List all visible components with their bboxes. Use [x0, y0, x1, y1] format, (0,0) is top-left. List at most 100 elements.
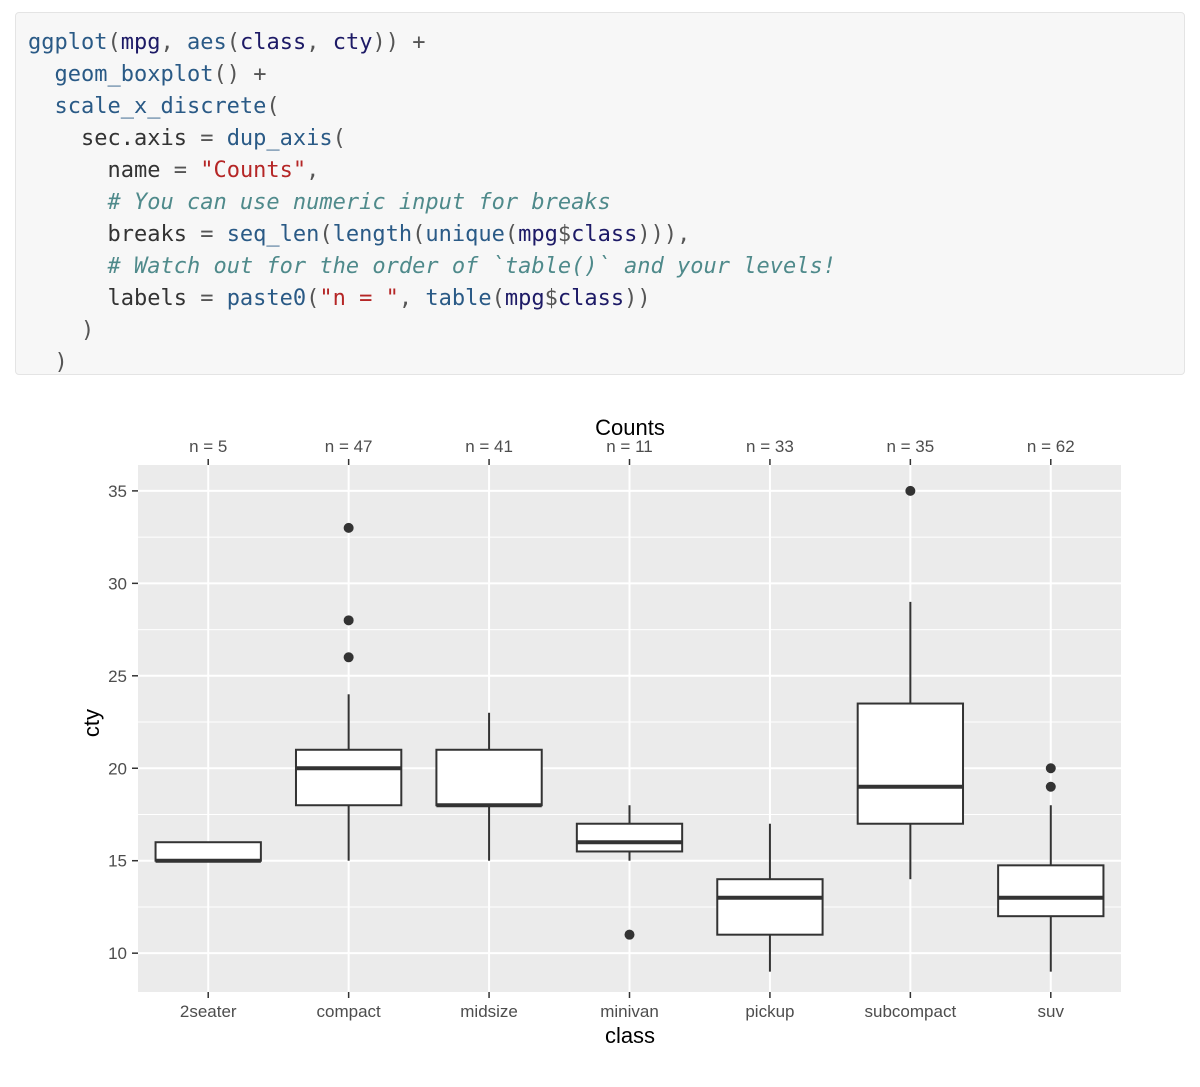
code-line: geom_boxplot() +	[28, 59, 1172, 91]
code-token: paste0	[226, 286, 307, 311]
top-tick-label: n = 33	[746, 437, 794, 456]
code-token: dup_axis	[226, 126, 333, 151]
code-line: )	[28, 347, 1172, 379]
code-token: ,	[306, 158, 320, 183]
secondary-axis-title: Counts	[595, 415, 665, 440]
box-minivan	[575, 805, 684, 940]
outlier-point	[624, 929, 635, 940]
x-tick-label: midsize	[460, 1002, 518, 1021]
boxplot-series	[154, 485, 1105, 972]
code-token: sec.axis	[28, 126, 201, 151]
code-token: "n = "	[319, 286, 399, 311]
outlier-point	[343, 652, 354, 663]
y-axis-title: cty	[79, 709, 104, 737]
code-token: geom_boxplot	[54, 62, 214, 87]
code-token: =	[200, 126, 227, 151]
code-token: )	[28, 318, 95, 343]
code-token: $	[557, 222, 572, 247]
code-token: (	[319, 222, 333, 247]
outlier-point	[1045, 781, 1056, 792]
code-token: =	[200, 222, 227, 247]
code-token: ,	[306, 30, 333, 55]
code-token	[28, 62, 55, 87]
box-2seater	[154, 841, 262, 863]
box-iqr	[435, 748, 543, 807]
code-token: (	[412, 222, 426, 247]
code-token: (	[226, 30, 240, 55]
y-tick-label: 15	[108, 852, 127, 871]
code-token: class	[239, 30, 307, 55]
outlier-point	[905, 485, 916, 496]
code-token: ,	[398, 286, 426, 311]
outlier-point	[1045, 763, 1056, 774]
x-axis-title: class	[605, 1023, 655, 1048]
y-tick-label: 35	[108, 482, 127, 501]
code-token: ggplot	[28, 30, 108, 55]
code-token	[28, 190, 107, 215]
x-tick-label: suv	[1038, 1002, 1065, 1021]
code-line: # Watch out for the order of `table()` a…	[28, 251, 1172, 283]
code-token	[28, 94, 55, 119]
code-token: ))	[624, 286, 651, 311]
code-token: class	[571, 222, 638, 247]
code-line: ggplot(mpg, aes(class, cty)) +	[28, 27, 1172, 59]
code-token: aes	[186, 30, 227, 55]
outlier-point	[343, 522, 354, 533]
code-token: length	[332, 222, 413, 247]
code-line: labels = paste0("n = ", table(mpg$class)…	[28, 283, 1172, 315]
x-tick-label: subcompact	[865, 1002, 957, 1021]
box-iqr	[575, 822, 684, 853]
top-tick-label: n = 62	[1027, 437, 1075, 456]
y-tick-label: 20	[108, 759, 127, 778]
y-tick-label: 25	[108, 667, 127, 686]
top-tick-label: n = 5	[189, 437, 227, 456]
code-token: mpg	[120, 30, 161, 55]
code-token: seq_len	[226, 222, 320, 247]
code-token: cty	[332, 30, 373, 55]
code-token: "Counts"	[200, 158, 307, 183]
box-iqr	[856, 702, 965, 825]
boxplot-chart: 10 15 20 25 30 35 2seater n = 5 compact n = 47 mid…	[79, 415, 1121, 1048]
code-line: breaks = seq_len(length(unique(mpg$class…	[28, 219, 1172, 251]
code-token: mpg	[518, 222, 558, 247]
code-token: # You can use numeric input for breaks	[107, 190, 611, 215]
x-tick-label: compact	[317, 1002, 382, 1021]
code-token: (	[306, 286, 320, 311]
code-token: =	[173, 158, 201, 183]
code-token: mpg	[504, 286, 545, 311]
code-token: breaks	[28, 222, 201, 247]
y-tick-label: 30	[108, 574, 127, 593]
code-line: scale_x_discrete(	[28, 91, 1172, 123]
box-midsize	[435, 712, 543, 861]
code-token: labels	[28, 286, 201, 311]
box-iqr	[716, 878, 824, 936]
code-token: $	[544, 286, 558, 311]
top-tick-label: n = 11	[606, 437, 652, 456]
code-token	[28, 254, 107, 279]
box-suv	[997, 763, 1105, 972]
code-token: (	[266, 94, 280, 119]
top-tick-label: n = 47	[325, 437, 373, 456]
x-tick-label: pickup	[745, 1002, 794, 1021]
code-token: (	[504, 222, 519, 247]
code-line: )	[28, 315, 1172, 347]
box-compact	[294, 522, 403, 861]
code-line: name = "Counts",	[28, 155, 1172, 187]
code-token: () +	[213, 62, 267, 87]
top-tick-label: n = 35	[886, 437, 934, 456]
box-iqr	[154, 841, 262, 862]
axes: 10 15 20 25 30 35 2seater n = 5 compact n = 47 mid…	[108, 437, 1075, 1021]
x-tick-label: 2seater	[180, 1002, 237, 1021]
box-pickup	[716, 823, 824, 972]
code-token: # Watch out for the order of `table()` a…	[107, 254, 836, 279]
top-tick-label: n = 41	[465, 437, 513, 456]
code-token: ,	[160, 30, 187, 55]
code-token: (	[491, 286, 505, 311]
code-token: =	[200, 286, 227, 311]
x-tick-label: minivan	[600, 1002, 659, 1021]
code-line: # You can use numeric input for breaks	[28, 187, 1172, 219]
code-token: (	[332, 126, 346, 151]
y-tick-label: 10	[108, 944, 127, 963]
code-token: name	[28, 158, 174, 183]
code-block: ggplot(mpg, aes(class, cty)) + geom_boxp…	[15, 12, 1185, 375]
